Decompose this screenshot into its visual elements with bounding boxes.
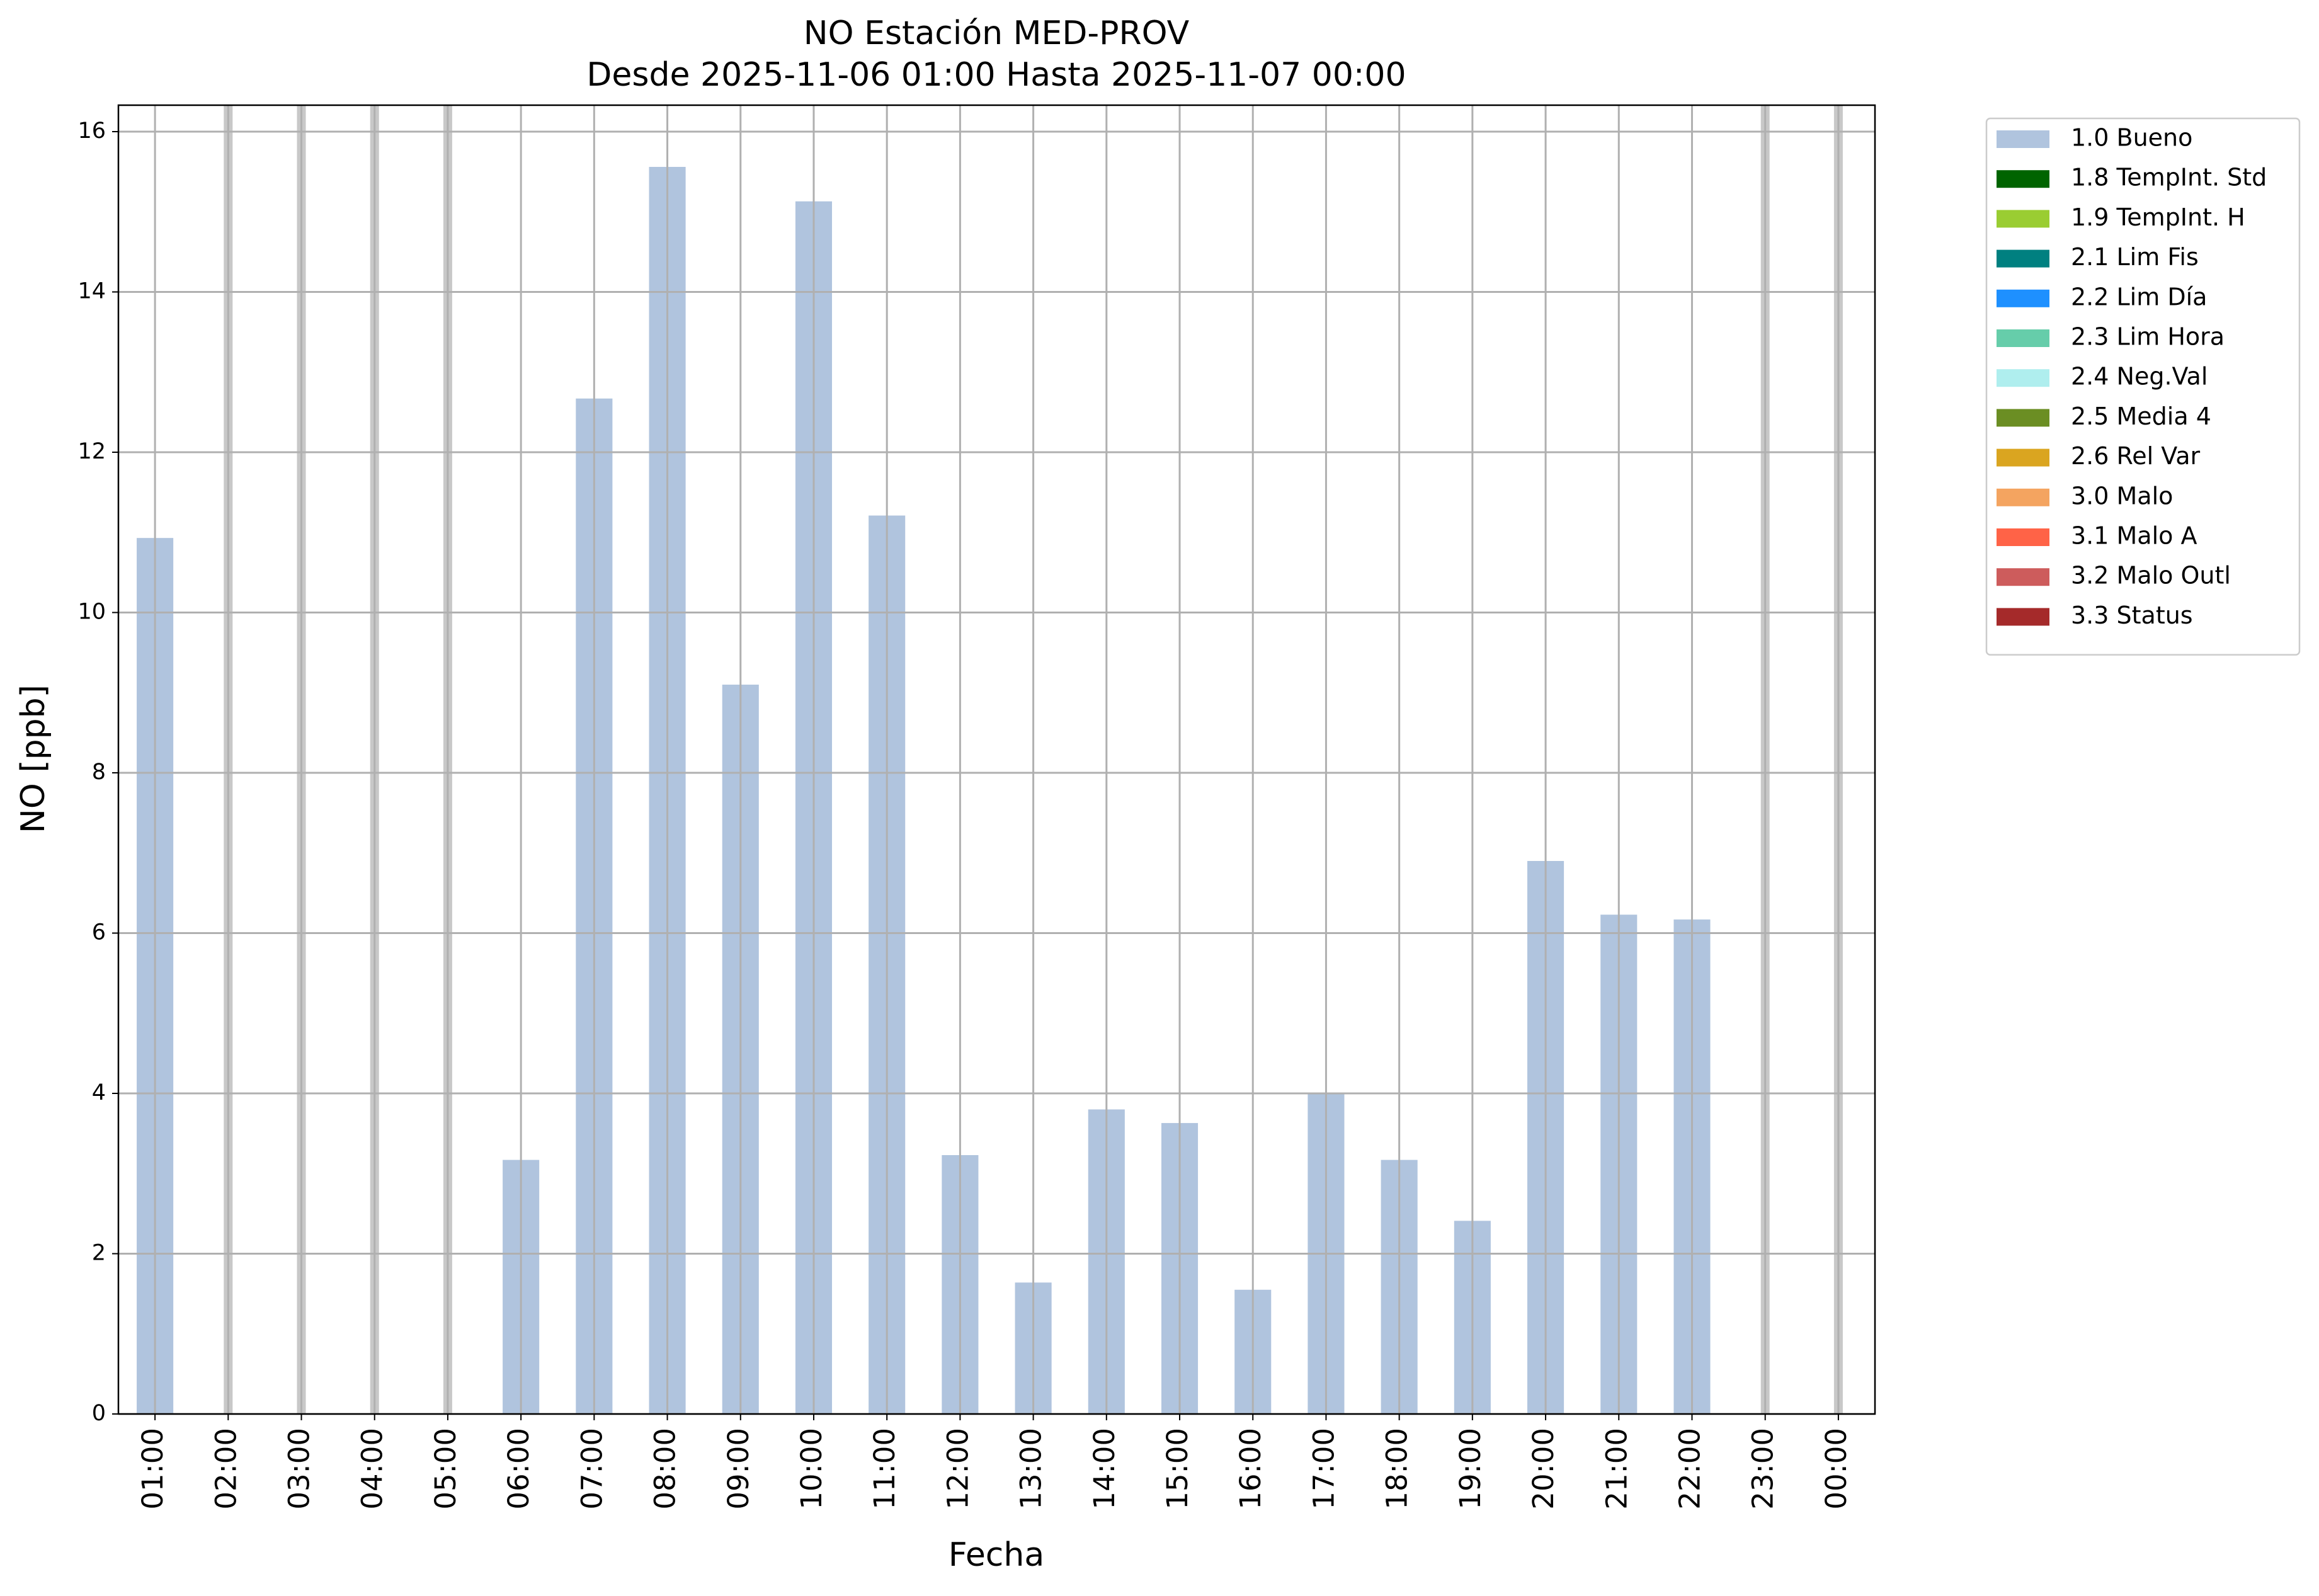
legend-label: 2.1 Lim Fis <box>2071 243 2199 271</box>
x-tick-label: 14:00 <box>1088 1428 1121 1510</box>
legend-label: 1.0 Bueno <box>2071 124 2192 152</box>
y-tick-label: 8 <box>92 760 106 785</box>
x-tick-label: 22:00 <box>1673 1428 1706 1510</box>
legend-swatch <box>1997 448 2049 467</box>
x-tick-label: 21:00 <box>1600 1428 1633 1510</box>
x-tick-label: 10:00 <box>795 1428 828 1510</box>
x-axis-label: Fecha <box>949 1536 1044 1574</box>
x-tick-label: 00:00 <box>1820 1428 1853 1510</box>
x-tick-label: 04:00 <box>356 1428 389 1510</box>
legend-swatch <box>1997 568 2049 586</box>
legend-box <box>1985 117 2301 656</box>
legend-swatch <box>1997 369 2049 387</box>
x-tick-label: 20:00 <box>1527 1428 1560 1510</box>
legend-swatch <box>1997 488 2049 506</box>
legend-swatch <box>1997 130 2049 148</box>
plot-frame <box>117 104 1876 1415</box>
x-tick-label: 06:00 <box>502 1428 535 1510</box>
y-tick-label: 4 <box>92 1080 106 1105</box>
x-tick-label: 12:00 <box>941 1428 974 1510</box>
x-tick-label: 03:00 <box>283 1428 316 1510</box>
chart-title: NO Estación MED-PROV <box>804 14 1190 52</box>
x-tick-label: 19:00 <box>1454 1428 1487 1510</box>
x-tick-label: 02:00 <box>209 1428 242 1510</box>
legend-label: 2.5 Media 4 <box>2071 402 2211 430</box>
x-tick-label: 13:00 <box>1015 1428 1048 1510</box>
y-tick-label: 12 <box>77 439 106 464</box>
y-tick-label: 14 <box>77 278 106 304</box>
y-tick-label: 16 <box>77 118 106 144</box>
legend-label: 1.8 TempInt. Std <box>2071 164 2267 191</box>
x-tick-label: 18:00 <box>1381 1428 1414 1510</box>
x-tick-label: 23:00 <box>1746 1428 1780 1510</box>
legend-swatch <box>1997 409 2049 427</box>
legend-swatch <box>1997 528 2049 546</box>
x-tick-label: 07:00 <box>575 1428 608 1510</box>
legend-label: 3.0 Malo <box>2071 482 2173 510</box>
legend-label: 3.1 Malo A <box>2071 522 2197 550</box>
legend-swatch <box>1997 249 2049 268</box>
x-tick-label: 08:00 <box>649 1428 682 1510</box>
legend-swatch <box>1997 210 2049 228</box>
legend-label: 2.2 Lim Día <box>2071 283 2207 311</box>
x-tick-label: 17:00 <box>1307 1428 1340 1510</box>
y-tick-label: 10 <box>77 599 106 624</box>
legend-label: 2.3 Lim Hora <box>2071 323 2225 351</box>
y-tick-label: 6 <box>92 920 106 945</box>
x-tick-label: 16:00 <box>1234 1428 1267 1510</box>
y-axis-label: NO [ppb] <box>14 685 52 833</box>
legend-swatch <box>1997 289 2049 307</box>
legend-label: 1.9 TempInt. H <box>2071 203 2245 231</box>
x-tick-label: 09:00 <box>722 1428 755 1510</box>
legend-swatch <box>1997 329 2049 347</box>
legend-label: 2.4 Neg.Val <box>2071 363 2208 390</box>
y-tick-label: 2 <box>92 1240 106 1265</box>
x-tick-label: 01:00 <box>136 1428 169 1510</box>
legend-label: 2.6 Rel Var <box>2071 442 2201 470</box>
y-tick-label: 0 <box>92 1401 106 1426</box>
legend-label: 3.3 Status <box>2071 601 2193 629</box>
legend-swatch <box>1997 170 2049 188</box>
x-tick-label: 11:00 <box>868 1428 901 1510</box>
legend-label: 3.2 Malo Outl <box>2071 562 2231 590</box>
x-tick-label: 15:00 <box>1161 1428 1194 1510</box>
legend-swatch <box>1997 608 2049 626</box>
x-tick-label: 05:00 <box>429 1428 462 1510</box>
chart-subtitle: Desde 2025-11-06 01:00 Hasta 2025-11-07 … <box>586 56 1406 94</box>
